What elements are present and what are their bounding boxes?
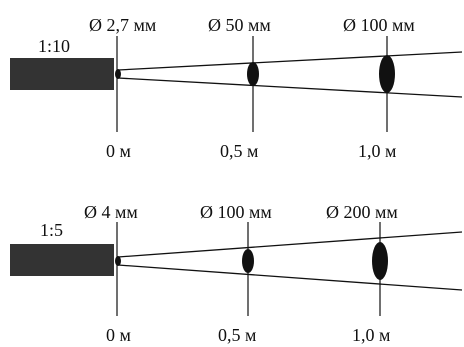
distance-label-2-05m: 0,5 м	[218, 325, 256, 345]
spot-label-2-10m: Ø 200 мм	[326, 202, 398, 222]
beam-upper-line-2	[117, 231, 463, 258]
pyrometer-body-2	[10, 244, 114, 276]
spot-label-2-0m: Ø 4 мм	[84, 202, 138, 222]
ratio-label-2: 1:5	[40, 220, 63, 240]
distance-label-1-05m: 0,5 м	[220, 141, 258, 161]
spot-2-10m	[372, 242, 388, 280]
distance-label-1-10m: 1,0 м	[358, 141, 396, 161]
distance-label-1-0m: 0 м	[106, 141, 131, 161]
spot-label-1-10m: Ø 100 мм	[343, 15, 415, 35]
distance-label-2-0m: 0 м	[106, 325, 131, 345]
spot-label-2-05m: Ø 100 мм	[200, 202, 272, 222]
diagram-1: 1:10 Ø 2,7 мм Ø 50 мм Ø 100 мм 0 м 0,5 м…	[10, 15, 463, 161]
spot-1-05m	[247, 62, 259, 86]
beam-lower-line-2	[117, 264, 463, 291]
spot-1-0m	[115, 69, 121, 79]
pyrometer-body-1	[10, 58, 114, 90]
distance-label-2-10m: 1,0 м	[352, 325, 390, 345]
spot-2-05m	[242, 249, 254, 273]
ratio-label-1: 1:10	[38, 36, 70, 56]
beam-lower-line-1	[117, 77, 463, 98]
spot-2-0m	[115, 256, 121, 266]
diagram-2: 1:5 Ø 4 мм Ø 100 мм Ø 200 мм 0 м 0,5 м 1…	[10, 202, 463, 345]
spot-label-1-0m: Ø 2,7 мм	[89, 15, 156, 35]
spot-label-1-05m: Ø 50 мм	[208, 15, 271, 35]
spot-1-10m	[379, 55, 395, 93]
beam-upper-line-1	[117, 51, 463, 71]
